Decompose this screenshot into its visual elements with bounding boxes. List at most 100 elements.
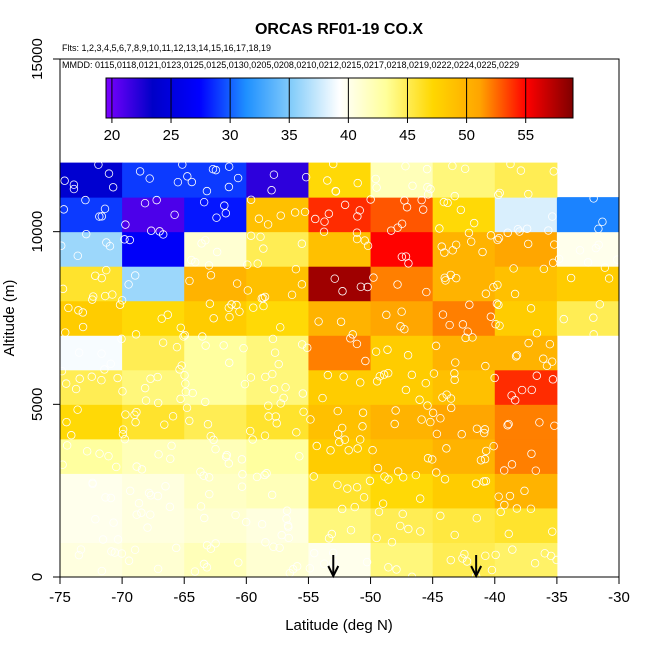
data-point [239,343,248,353]
data-point [97,349,106,358]
data-point [512,504,522,513]
data-point [384,563,393,572]
data-point [457,430,466,439]
data-point [97,212,107,221]
data-point [224,459,233,468]
data-point [591,243,601,253]
data-point [235,307,244,316]
data-point [157,314,166,323]
data-point [355,206,364,215]
data-point [100,365,109,374]
data-point [267,186,276,195]
data-point [440,475,450,484]
data-point [539,264,549,274]
data-point [88,479,97,489]
heatmap-cell [432,162,496,198]
data-point [178,160,187,169]
data-point [225,312,234,322]
data-point [372,183,381,192]
data-point [517,385,527,395]
data-point [113,535,123,544]
data-point [535,418,544,427]
data-point [153,372,162,382]
data-point [305,564,315,573]
data-point [431,341,441,351]
data-point [253,259,262,268]
data-point [291,264,301,274]
data-point [439,197,449,207]
data-point [361,356,370,366]
heatmap-cell [370,542,434,578]
data-point [212,213,221,222]
data-point [489,283,498,292]
heatmap-cell [184,369,247,405]
heatmap-cell [184,438,247,474]
colorbar-tick-label: 25 [163,127,180,144]
data-point [393,280,402,289]
data-point [256,232,265,242]
data-point [71,384,81,394]
data-point [467,237,476,246]
data-point [448,161,457,171]
data-point [365,476,375,486]
data-point [445,320,454,330]
data-point [540,549,549,558]
data-point [397,252,407,261]
chart-title: ORCAS RF01-19 CO.X [255,21,423,38]
data-point [204,261,214,270]
data-point [583,258,593,267]
heatmap-cell [494,266,558,302]
data-point [516,166,526,175]
data-point [527,385,536,395]
data-point [492,299,502,308]
data-point [481,446,491,456]
data-point [231,510,240,520]
data-point [117,549,127,558]
data-point [548,258,558,268]
x-tick-label: -55 [298,589,320,606]
data-point [299,407,308,417]
data-point [398,473,408,482]
data-point [446,555,455,565]
data-point [64,303,73,313]
data-point [161,482,170,491]
data-point [74,306,83,315]
data-point [130,545,140,555]
data-point [390,419,399,429]
data-point [75,374,84,383]
data-point [270,348,280,357]
data-point [263,220,273,229]
data-point [352,339,362,349]
data-point [450,191,459,201]
data-point [506,159,515,169]
data-point [118,429,128,439]
arrow-head [327,565,340,579]
data-point [440,273,449,283]
data-point [494,233,504,243]
data-point [458,554,467,563]
data-point [339,372,348,381]
data-point [442,444,451,453]
data-point [78,322,88,332]
data-point [423,183,432,192]
data-point [486,312,496,321]
data-point [595,300,605,309]
data-point [353,444,362,453]
x-tick-label: -30 [608,589,630,606]
data-point [403,351,413,360]
arrows [327,555,483,579]
data-point [371,347,381,356]
data-point [472,424,482,433]
data-point [287,290,297,299]
heatmap-cell [60,507,123,543]
data-point [426,184,435,194]
data-point [260,470,269,480]
data-point [98,535,108,544]
data-point [352,483,362,492]
heatmap-cell [494,542,558,578]
data-point [137,465,147,474]
data-point [422,164,432,174]
data-point [254,214,264,223]
data-point [542,361,552,371]
data-point [69,180,79,189]
